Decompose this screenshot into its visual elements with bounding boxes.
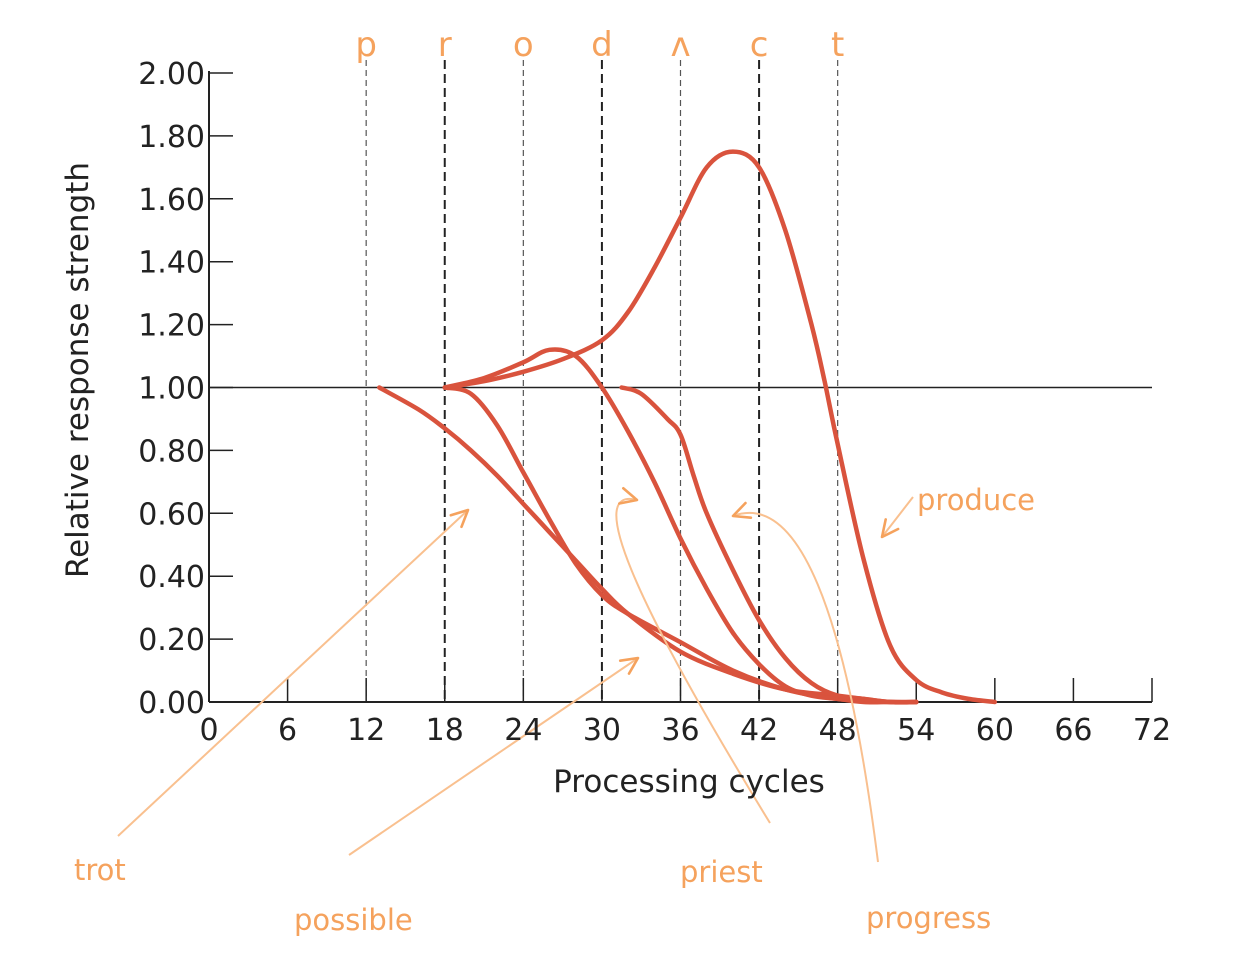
x-tick-label: 54 — [897, 713, 935, 748]
arrowhead-priest — [618, 487, 639, 505]
pointer-line-progress — [732, 511, 879, 863]
word-label-trot: trot — [74, 853, 126, 887]
y-tick-label: 1.40 — [138, 246, 205, 281]
phoneme-label: p — [355, 25, 377, 65]
y-tick-label: 0.00 — [138, 686, 205, 721]
y-tick-label: 1.60 — [138, 183, 205, 218]
y-tick-label: 1.20 — [138, 309, 205, 344]
series-line-progress — [619, 385, 919, 705]
x-tick-label: 6 — [278, 713, 297, 748]
y-tick-label: 1.00 — [138, 372, 205, 407]
y-tick-label: 0.80 — [138, 434, 205, 469]
text-layer: Processing cycles Relative response stre… — [60, 25, 1171, 937]
y-tick-label: 2.00 — [138, 57, 205, 92]
x-tick-label: 42 — [740, 713, 778, 748]
axis-layer — [208, 71, 1153, 703]
x-tick-label: 36 — [661, 713, 699, 748]
phoneme-label: o — [513, 25, 534, 65]
y-tick-label: 1.80 — [138, 120, 205, 155]
phoneme-label: c — [750, 25, 769, 65]
y-axis-title: Relative response strength — [60, 162, 96, 578]
arrowhead-produce — [880, 518, 900, 539]
x-tick-label: 48 — [819, 713, 857, 748]
x-tick-label: 0 — [199, 713, 218, 748]
pointer-line-priest — [615, 497, 771, 824]
x-tick-label: 60 — [976, 713, 1014, 748]
arrowhead-progress — [731, 501, 753, 519]
phoneme-label: d — [591, 25, 613, 65]
word-label-produce: produce — [917, 483, 1035, 517]
phoneme-label: ʌ — [670, 25, 690, 65]
word-label-possible: possible — [294, 903, 413, 937]
phoneme-label: t — [831, 25, 844, 65]
pointer-line-produce — [881, 496, 914, 538]
pointer-line-possible — [348, 657, 639, 856]
pointer-layer — [117, 487, 914, 863]
y-tick-label: 0.60 — [138, 497, 205, 532]
series-line-priest — [442, 347, 919, 705]
y-tick-label: 0.40 — [138, 560, 205, 595]
x-tick-label: 30 — [583, 713, 621, 748]
word-label-priest: priest — [680, 855, 763, 889]
phoneme-label: r — [438, 25, 452, 65]
arrowhead-trot — [449, 508, 470, 529]
x-tick-label: 18 — [426, 713, 464, 748]
x-tick-label: 66 — [1054, 713, 1092, 748]
x-tick-label: 12 — [347, 713, 385, 748]
arrowhead-possible — [618, 656, 640, 675]
word-label-progress: progress — [866, 901, 991, 935]
x-tick-label: 72 — [1133, 713, 1171, 748]
x-axis-title: Processing cycles — [553, 764, 825, 800]
series-line-produce — [442, 149, 998, 705]
y-tick-label: 0.20 — [138, 623, 205, 658]
curve-layer — [377, 149, 998, 705]
grid-layer — [365, 60, 839, 702]
x-tick-label: 24 — [504, 713, 542, 748]
pointer-line-trot — [117, 509, 469, 837]
